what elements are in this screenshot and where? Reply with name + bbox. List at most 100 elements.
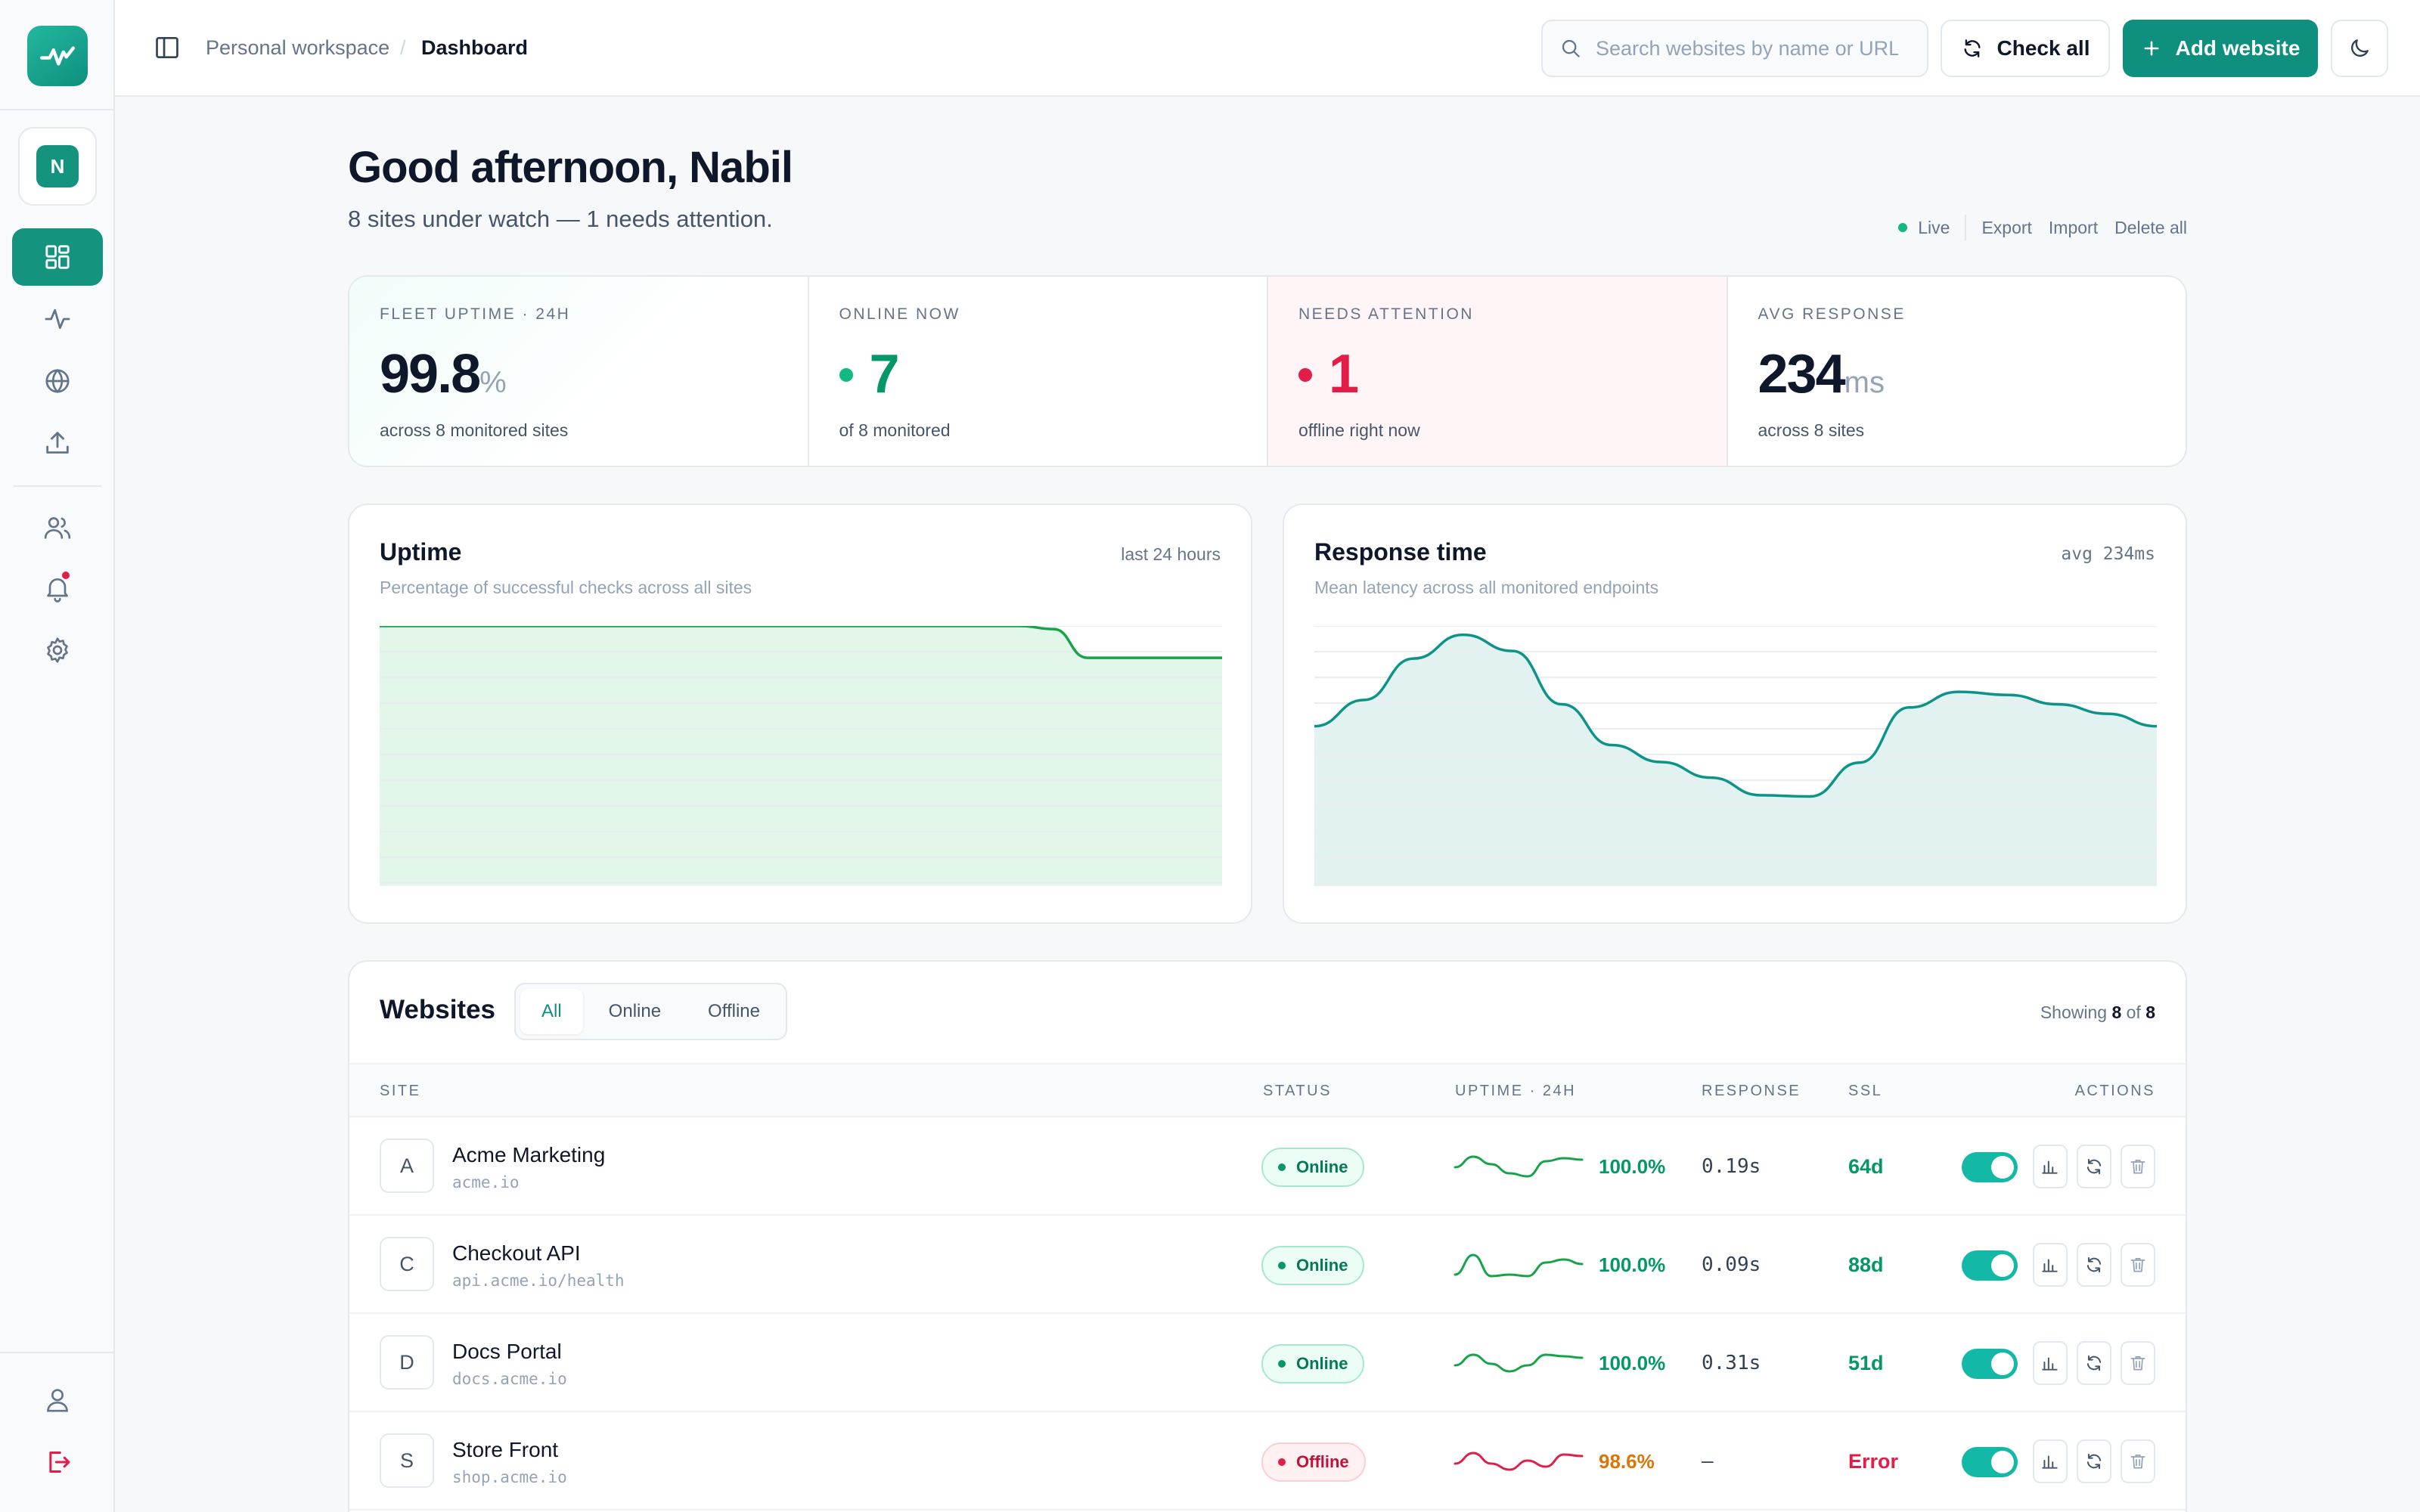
stat-value: 1 bbox=[1298, 343, 1359, 405]
sparkline-line bbox=[1454, 1353, 1584, 1373]
refresh-icon bbox=[2086, 1453, 2102, 1470]
nav-profile[interactable] bbox=[12, 1371, 103, 1429]
delete-all-link[interactable]: Delete all bbox=[2114, 217, 2187, 237]
stat-number: 234 bbox=[1758, 344, 1846, 404]
delete-button[interactable] bbox=[2121, 1439, 2155, 1483]
site-url: docs.acme.io bbox=[452, 1370, 567, 1388]
recheck-button[interactable] bbox=[2077, 1439, 2111, 1483]
add-website-button[interactable]: Add website bbox=[2123, 20, 2318, 77]
stats-button[interactable] bbox=[2033, 1243, 2068, 1287]
nav-settings[interactable] bbox=[12, 621, 103, 679]
export-link[interactable]: Export bbox=[1981, 217, 2032, 237]
sidebar-divider bbox=[0, 1352, 113, 1353]
stat-fleet-uptime: FLEET UPTIME · 24H 99.8% across 8 monito… bbox=[349, 277, 809, 466]
bar-chart-icon bbox=[2042, 1455, 2058, 1469]
stats-button[interactable] bbox=[2033, 1145, 2068, 1188]
sidebar: N bbox=[0, 0, 115, 1512]
nav-uploads[interactable] bbox=[12, 414, 103, 472]
refresh-icon bbox=[2086, 1256, 2102, 1273]
table-row[interactable]: C Checkout API api.acme.io/health Online… bbox=[349, 1216, 2186, 1314]
workspace-avatar[interactable]: N bbox=[18, 127, 97, 206]
recheck-button[interactable] bbox=[2077, 1243, 2111, 1287]
status-label: Online bbox=[1296, 1354, 1348, 1373]
trash-icon bbox=[2130, 1160, 2145, 1174]
search-input[interactable] bbox=[1596, 36, 1898, 60]
response-value: 0.31s bbox=[1702, 1352, 1761, 1374]
offline-dot bbox=[1298, 368, 1312, 382]
plus-icon bbox=[2144, 41, 2158, 56]
stats-button[interactable] bbox=[2033, 1439, 2068, 1483]
monitoring-toggle[interactable] bbox=[1962, 1250, 2018, 1281]
site-url: shop.acme.io bbox=[452, 1468, 567, 1486]
sidebar-toggle-button[interactable] bbox=[153, 33, 182, 66]
stat-label: NEEDS ATTENTION bbox=[1298, 305, 1474, 323]
gear-icon bbox=[47, 637, 68, 663]
showing-total: 8 bbox=[2145, 1002, 2155, 1022]
recheck-button[interactable] bbox=[2077, 1145, 2111, 1188]
monitoring-toggle[interactable] bbox=[1962, 1447, 2018, 1477]
site-name[interactable]: Docs Portal bbox=[452, 1340, 562, 1363]
status-badge: Online bbox=[1261, 1148, 1365, 1187]
refresh-icon bbox=[2086, 1355, 2102, 1371]
stat-value: 99.8% bbox=[380, 343, 507, 405]
site-initial: S bbox=[380, 1433, 434, 1488]
online-dot bbox=[839, 368, 853, 382]
nav-websites[interactable] bbox=[12, 352, 103, 410]
table-row[interactable]: S Store Front shop.acme.io Offline 98.6%… bbox=[349, 1412, 2186, 1510]
status-dot bbox=[1278, 1163, 1286, 1171]
bar-chart-icon bbox=[2042, 1357, 2058, 1371]
trash-icon bbox=[2130, 1356, 2145, 1371]
search-icon bbox=[1562, 39, 1580, 57]
tab-offline[interactable]: Offline bbox=[708, 1001, 760, 1021]
response-value: 0.09s bbox=[1702, 1253, 1761, 1276]
nav-logout[interactable] bbox=[12, 1433, 103, 1491]
bar-chart-icon bbox=[2042, 1259, 2058, 1272]
recheck-button[interactable] bbox=[2077, 1341, 2111, 1385]
logout-icon bbox=[49, 1452, 70, 1473]
response-card-subtitle: Mean latency across all monitored endpoi… bbox=[1314, 578, 1659, 597]
series-line bbox=[380, 626, 1222, 659]
status-label: Online bbox=[1296, 1157, 1348, 1176]
delete-button[interactable] bbox=[2121, 1341, 2155, 1385]
nav-monitors[interactable] bbox=[12, 290, 103, 348]
tab-online[interactable]: Online bbox=[608, 1001, 662, 1021]
table-row[interactable]: A Acme Marketing acme.io Online 100.0% 0… bbox=[349, 1117, 2186, 1216]
monitoring-toggle[interactable] bbox=[1962, 1152, 2018, 1182]
user-icon bbox=[47, 1389, 68, 1412]
ssl-value: 51d bbox=[1848, 1352, 1884, 1374]
response-time-card: Response time Mean latency across all mo… bbox=[1283, 503, 2187, 924]
app-logo[interactable] bbox=[27, 26, 88, 86]
site-name[interactable]: Store Front bbox=[452, 1438, 559, 1461]
divider bbox=[1965, 215, 1967, 240]
stat-avg-response: AVG RESPONSE 234 ms across 8 sites bbox=[1728, 277, 2186, 466]
uptime-sparkline bbox=[1454, 1353, 1584, 1373]
breadcrumb-separator: / bbox=[400, 36, 406, 59]
monitoring-toggle[interactable] bbox=[1962, 1349, 2018, 1379]
nav-dashboard[interactable] bbox=[12, 228, 103, 286]
uptime-sparkline bbox=[1454, 1155, 1584, 1178]
workspace-avatar-letter: N bbox=[36, 145, 79, 187]
table-row[interactable]: D Docs Portal docs.acme.io Online 100.0%… bbox=[349, 1314, 2186, 1412]
live-indicator-dot bbox=[1898, 223, 1908, 232]
search-box[interactable] bbox=[1541, 20, 1928, 77]
status-label: Online bbox=[1296, 1256, 1348, 1275]
site-name[interactable]: Checkout API bbox=[452, 1241, 581, 1265]
theme-toggle-button[interactable] bbox=[2331, 20, 2388, 77]
site-name[interactable]: Acme Marketing bbox=[452, 1143, 606, 1167]
response-time-chart bbox=[1314, 626, 2157, 886]
nav-team[interactable] bbox=[12, 499, 103, 556]
nav-notifications[interactable] bbox=[12, 559, 103, 617]
globe-icon bbox=[45, 368, 70, 394]
check-all-button[interactable]: Check all bbox=[1941, 20, 2110, 77]
stats-button[interactable] bbox=[2033, 1341, 2068, 1385]
breadcrumb-workspace[interactable]: Personal workspace bbox=[206, 36, 390, 59]
showing-of: of bbox=[2126, 1002, 2141, 1022]
tab-all[interactable]: All bbox=[520, 989, 583, 1034]
import-link[interactable]: Import bbox=[2048, 217, 2099, 237]
delete-button[interactable] bbox=[2121, 1145, 2155, 1188]
websites-title: Websites bbox=[380, 995, 496, 1024]
uptime-sparkline bbox=[1454, 1452, 1584, 1471]
bar-chart-icon bbox=[2042, 1160, 2058, 1174]
uptime-value: 100.0% bbox=[1599, 1155, 1666, 1178]
delete-button[interactable] bbox=[2121, 1243, 2155, 1287]
